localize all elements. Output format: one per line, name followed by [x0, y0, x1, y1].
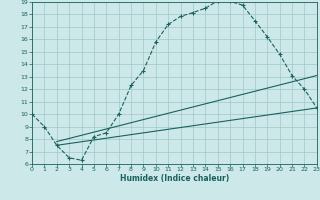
X-axis label: Humidex (Indice chaleur): Humidex (Indice chaleur)	[120, 174, 229, 183]
